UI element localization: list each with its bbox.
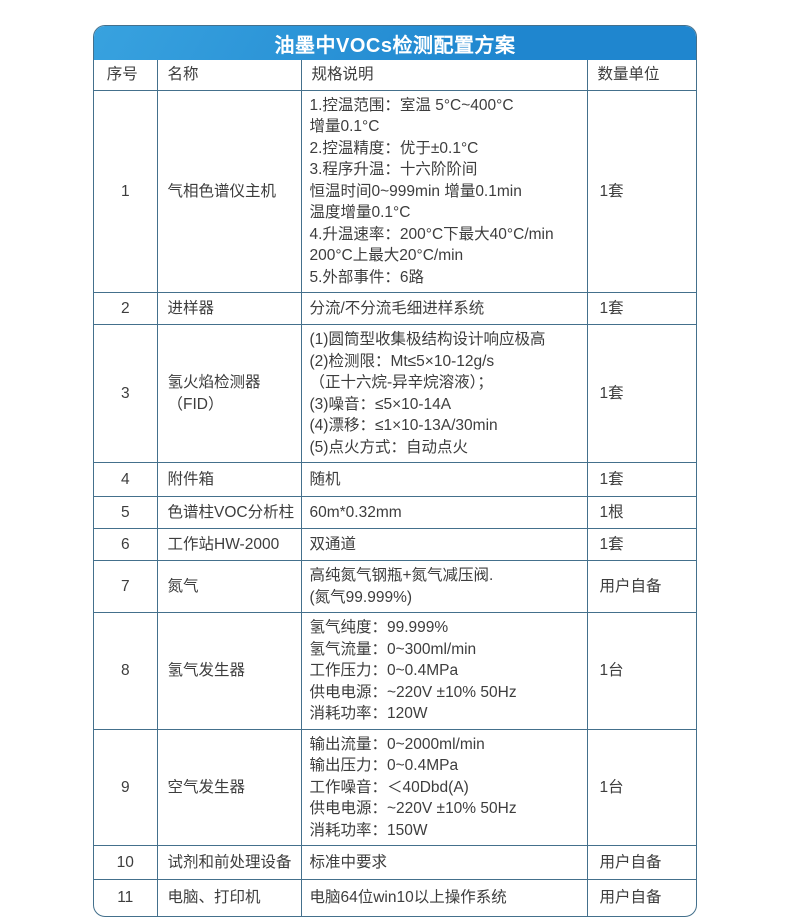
spec-line: 恒温时间0~999min 增量0.1min (309, 182, 522, 200)
quantity-cell: 1套 (586, 462, 696, 497)
spec-cell: 随机 (300, 462, 588, 497)
spec-line: 电脑64位win10以上操作系统 (309, 889, 507, 906)
spec-cell: 60m*0.32mm (300, 496, 588, 529)
spec-line: (氮气99.999%) (309, 588, 413, 606)
item-name-cell: 气相色谱仪主机 (156, 89, 302, 293)
row-index-cell: 10 (94, 845, 158, 880)
spec-cell: 标准中要求 (300, 845, 588, 880)
spec-line: 随机 (309, 470, 341, 488)
item-name-cell: 氢气发生器 (156, 612, 302, 730)
row-index-cell: 9 (94, 728, 158, 846)
quantity-cell: 用户自备 (586, 845, 696, 880)
item-name-cell: 氮气 (156, 560, 302, 613)
item-name-cell: 工作站HW-2000 (156, 528, 302, 561)
quantity-cell: 1根 (586, 496, 696, 529)
table-row: 9 空气发生器 输出流量：0~2000ml/min 输出压力：0~0.4MPa 工作噪音… (94, 728, 696, 846)
row-index-cell: 7 (94, 560, 158, 613)
spec-line: 氢气纯度：99.999% (309, 619, 449, 636)
spec-line: 高纯氮气钢瓶+氮气减压阀. (309, 567, 494, 584)
quantity-cell: 1台 (586, 612, 696, 730)
table-row: 4 附件箱 随机 1套 (94, 462, 696, 497)
spec-cell: 输出流量：0~2000ml/min 输出压力：0~0.4MPa 工作噪音：＜40Db… (300, 728, 588, 846)
quantity-cell: 1套 (586, 324, 696, 463)
item-name-cell: 色谱柱VOC分析柱 (156, 496, 302, 529)
spec-cell: 分流/不分流毛细进样系统 (300, 292, 588, 325)
table-row: 2 进样器 分流/不分流毛细进样系统 1套 (94, 292, 696, 325)
spec-cell: 氢气纯度：99.999% 氢气流量：0~300ml/min 工作压力：0~0.4MP… (300, 612, 588, 730)
quantity-cell: 1套 (586, 292, 696, 325)
spec-line: 工作压力：0~0.4MPa (309, 662, 459, 679)
row-index-cell: 4 (94, 462, 158, 497)
spec-cell: 1.控温范围：室温 5°C~400°C 增量0.1°C 2.控温精度：优于±0.1°… (300, 89, 588, 293)
table-body: 1 气相色谱仪主机 1.控温范围：室温 5°C~400°C 增量0.1°C 2.控温精度… (94, 89, 696, 916)
spec-line: 1.控温范围：室温 5°C~400°C (309, 96, 514, 114)
spec-line: 消耗功率：120W (309, 705, 428, 722)
spec-line: 工作噪音：＜40Dbd(A) (309, 778, 469, 796)
spec-line: 输出流量：0~2000ml/min (309, 735, 485, 753)
row-index-cell: 3 (94, 324, 158, 463)
table-header-row: 序号 名称 规格说明 数量单位 (94, 60, 696, 91)
row-index-cell: 1 (94, 89, 158, 293)
spec-line: (1)圆筒型收集极结构设计响应极高 (309, 331, 546, 348)
quantity-cell: 1套 (586, 89, 696, 293)
spec-line: 消耗功率：150W (309, 821, 428, 839)
table-row: 7 氮气 高纯氮气钢瓶+氮气减压阀. (氮气99.999%) 用户自备 (94, 560, 696, 613)
item-name-cell: 电脑、打印机 (156, 879, 302, 916)
quantity-cell: 1台 (586, 728, 696, 846)
table-row: 3 氢火焰检测器（FID） (1)圆筒型收集极结构设计响应极高 (2)检测限：Mt≤5… (94, 324, 696, 463)
column-header-spec: 规格说明 (300, 60, 588, 91)
spec-line: 标准中要求 (309, 853, 388, 871)
table-row: 11 电脑、打印机 电脑64位win10以上操作系统 用户自备 (94, 879, 696, 916)
item-name-cell: 进样器 (156, 292, 302, 325)
quantity-cell: 1套 (586, 528, 696, 561)
table-row: 8 氢气发生器 氢气纯度：99.999% 氢气流量：0~300ml/min 工作压力：0… (94, 612, 696, 730)
column-header-no: 序号 (94, 60, 158, 91)
quantity-cell: 用户自备 (586, 879, 696, 916)
spec-line: (4)漂移：≤1×10-13A/30min (309, 417, 498, 434)
spec-line: 5.外部事件：6路 (309, 268, 425, 286)
spec-line: 2.控温精度：优于±0.1°C (309, 139, 479, 157)
spec-line: 温度增量0.1°C (309, 204, 411, 221)
item-name-cell: 附件箱 (156, 462, 302, 497)
row-index-cell: 5 (94, 496, 158, 529)
spec-line: (2)检测限：Mt≤5×10-12g/s (309, 352, 495, 370)
quantity-cell: 用户自备 (586, 560, 696, 613)
spec-cell: 双通道 (300, 528, 588, 561)
spec-cell: 高纯氮气钢瓶+氮气减压阀. (氮气99.999%) (300, 560, 588, 613)
spec-line: 输出压力：0~0.4MPa (309, 757, 459, 774)
column-header-qty: 数量单位 (586, 60, 696, 91)
spec-line: 4.升温速率：200°C下最大40°C/min (309, 225, 554, 243)
row-index-cell: 6 (94, 528, 158, 561)
row-index-cell: 11 (94, 879, 158, 916)
table-row: 6 工作站HW-2000 双通道 1套 (94, 528, 696, 561)
item-name-cell: 氢火焰检测器（FID） (156, 324, 302, 463)
table-row: 5 色谱柱VOC分析柱 60m*0.32mm 1根 (94, 496, 696, 529)
row-index-cell: 2 (94, 292, 158, 325)
spec-table: 序号 名称 规格说明 数量单位 1 气相色谱仪主机 1.控温范围：室温 5°C~40… (94, 60, 696, 916)
spec-line: 60m*0.32mm (309, 503, 402, 521)
spec-line: 200°C上最大20°C/min (309, 247, 464, 264)
spec-line: 供电电源：~220V ±10% 50Hz (309, 800, 517, 817)
config-table-card: 油墨中VOCs检测配置方案 序号 名称 规格说明 数量单位 1 气相色谱仪主机 1.… (93, 25, 697, 917)
spec-cell: (1)圆筒型收集极结构设计响应极高 (2)检测限：Mt≤5×10-12g/s （正十… (300, 324, 588, 463)
page-title: 油墨中VOCs检测配置方案 (94, 26, 696, 60)
spec-line: 3.程序升温：十六阶阶间 (309, 161, 478, 178)
spec-line: （正十六烷-异辛烷溶液）； (309, 374, 493, 391)
spec-line: 氢气流量：0~300ml/min (309, 640, 477, 658)
item-name-cell: 试剂和前处理设备 (156, 845, 302, 880)
table-row: 10 试剂和前处理设备 标准中要求 用户自备 (94, 845, 696, 880)
item-name-cell: 空气发生器 (156, 728, 302, 846)
spec-cell: 电脑64位win10以上操作系统 (300, 879, 588, 916)
spec-line: 增量0.1°C (309, 118, 380, 135)
row-index-cell: 8 (94, 612, 158, 730)
spec-line: 分流/不分流毛细进样系统 (309, 299, 485, 317)
table-row: 1 气相色谱仪主机 1.控温范围：室温 5°C~400°C 增量0.1°C 2.控温精度… (94, 89, 696, 293)
spec-line: (3)噪音：≤5×10-14A (309, 395, 452, 413)
spec-line: 供电电源：~220V ±10% 50Hz (309, 683, 517, 701)
column-header-name: 名称 (156, 60, 302, 91)
spec-line: 双通道 (309, 535, 357, 553)
spec-line: (5)点火方式：自动点火 (309, 438, 468, 456)
